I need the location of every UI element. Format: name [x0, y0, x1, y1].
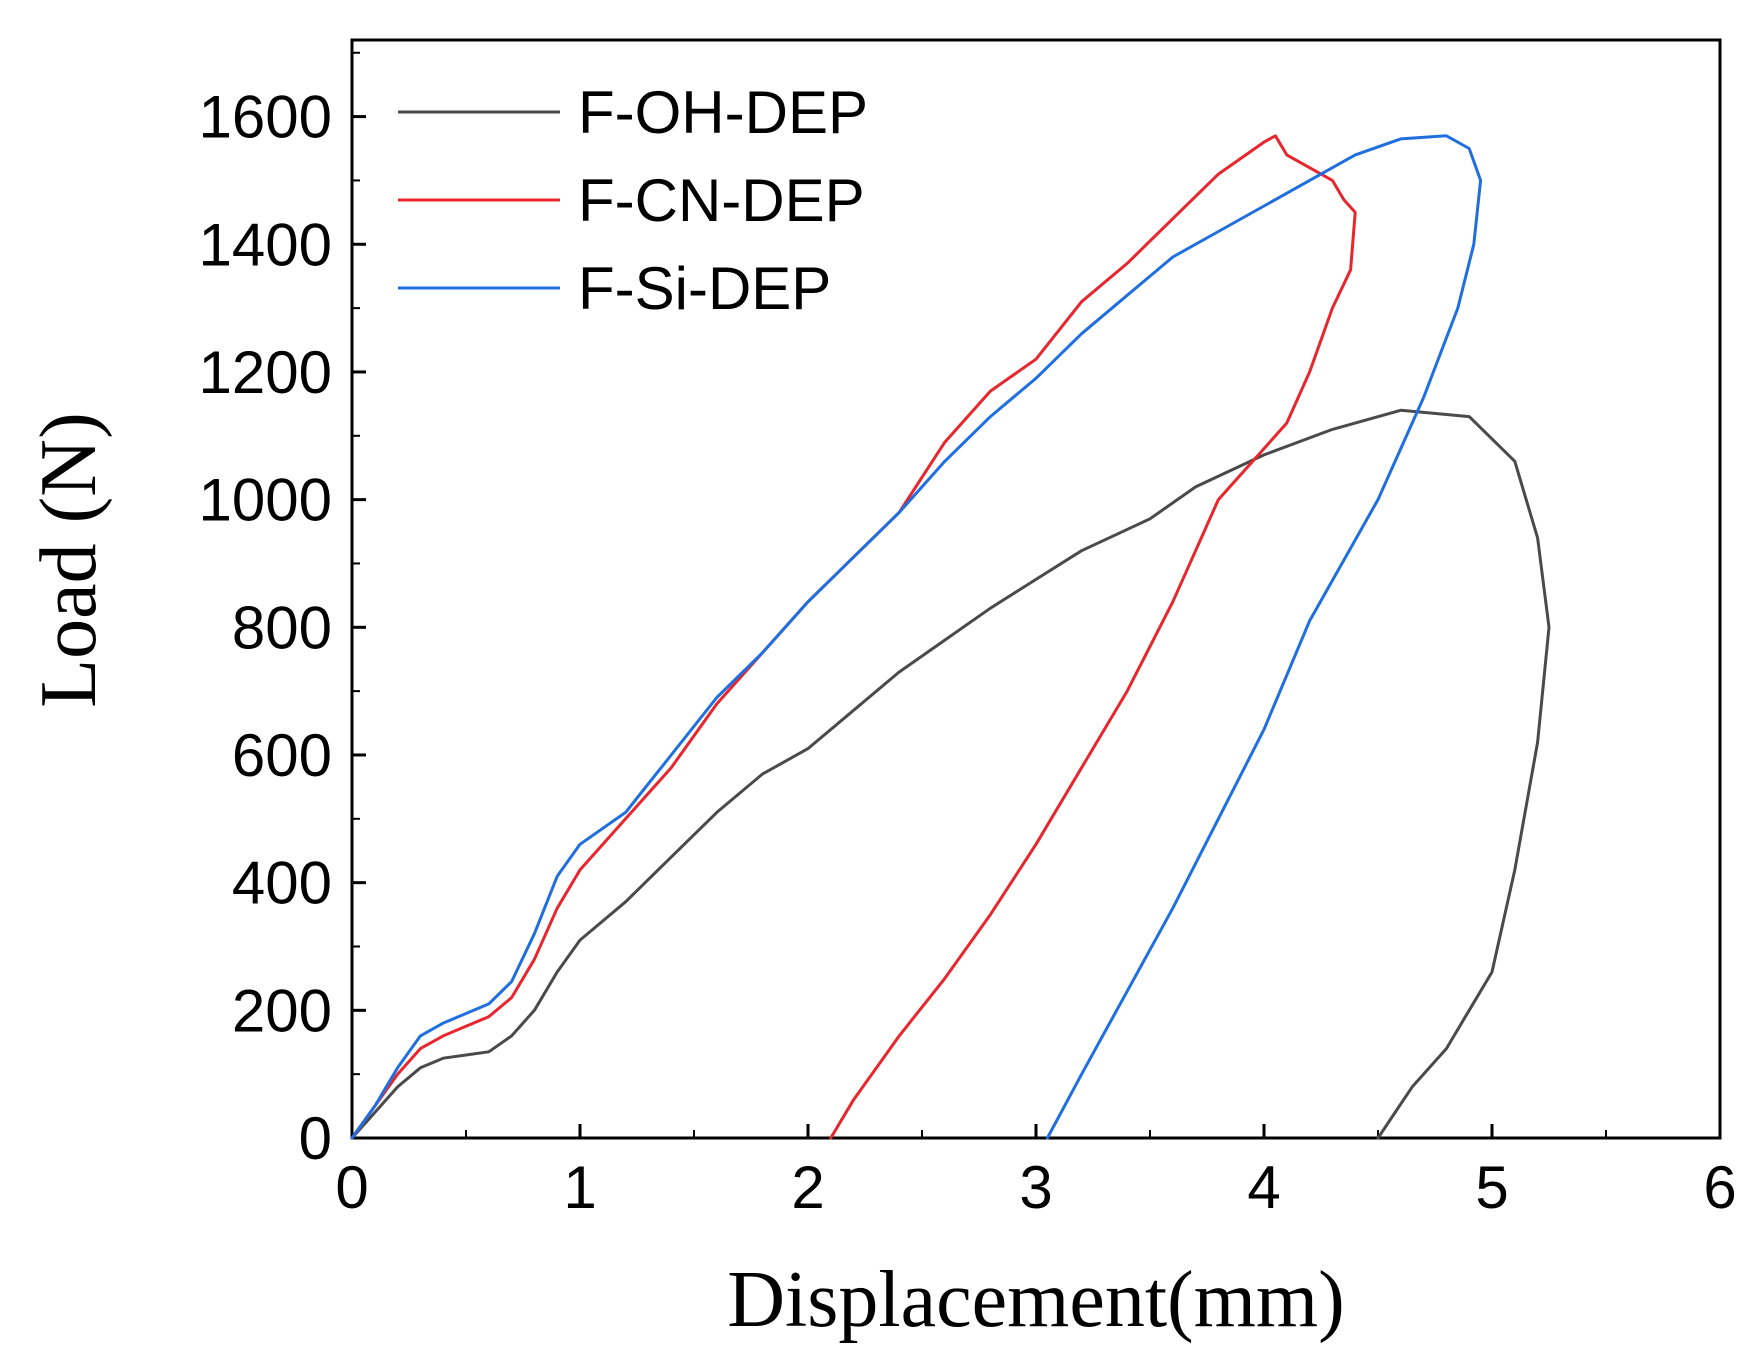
x-tick-label: 6 [1703, 1154, 1736, 1221]
x-tick-label: 2 [791, 1154, 824, 1221]
legend-label-f-oh-dep: F-OH-DEP [578, 79, 868, 146]
legend-label-f-cn-dep: F-CN-DEP [578, 167, 865, 234]
x-tick-label: 3 [1019, 1154, 1052, 1221]
y-tick-label: 800 [232, 594, 332, 661]
legend-label-f-si-dep: F-Si-DEP [578, 255, 831, 322]
y-tick-label: 200 [232, 977, 332, 1044]
x-axis-ticks: 0 1 2 3 4 5 6 [335, 1124, 1737, 1221]
series-layer [350, 134, 1551, 1140]
y-tick-label: 1200 [199, 339, 332, 406]
series-line-f-si-dep [350, 134, 1483, 1140]
x-tick-label: 1 [563, 1154, 596, 1221]
y-tick-label: 0 [299, 1105, 332, 1172]
y-tick-label: 1600 [199, 84, 332, 151]
y-tick-label: 400 [232, 850, 332, 917]
y-tick-label: 600 [232, 722, 332, 789]
x-tick-label: 5 [1475, 1154, 1508, 1221]
y-axis-ticks: 0 200 400 600 800 1000 1200 1400 1600 [199, 51, 366, 1172]
x-tick-label: 4 [1247, 1154, 1280, 1221]
x-tick-label: 0 [335, 1154, 368, 1221]
y-tick-label: 1000 [199, 467, 332, 534]
series-line-f-cn-dep [350, 134, 1357, 1140]
series-line-f-oh-dep [350, 408, 1551, 1140]
y-axis-title: Load (N) [25, 412, 113, 707]
legend: F-OH-DEP F-CN-DEP F-Si-DEP [398, 79, 868, 322]
y-tick-label: 1400 [199, 211, 332, 278]
x-axis-title: Displacement(mm) [727, 1256, 1345, 1344]
